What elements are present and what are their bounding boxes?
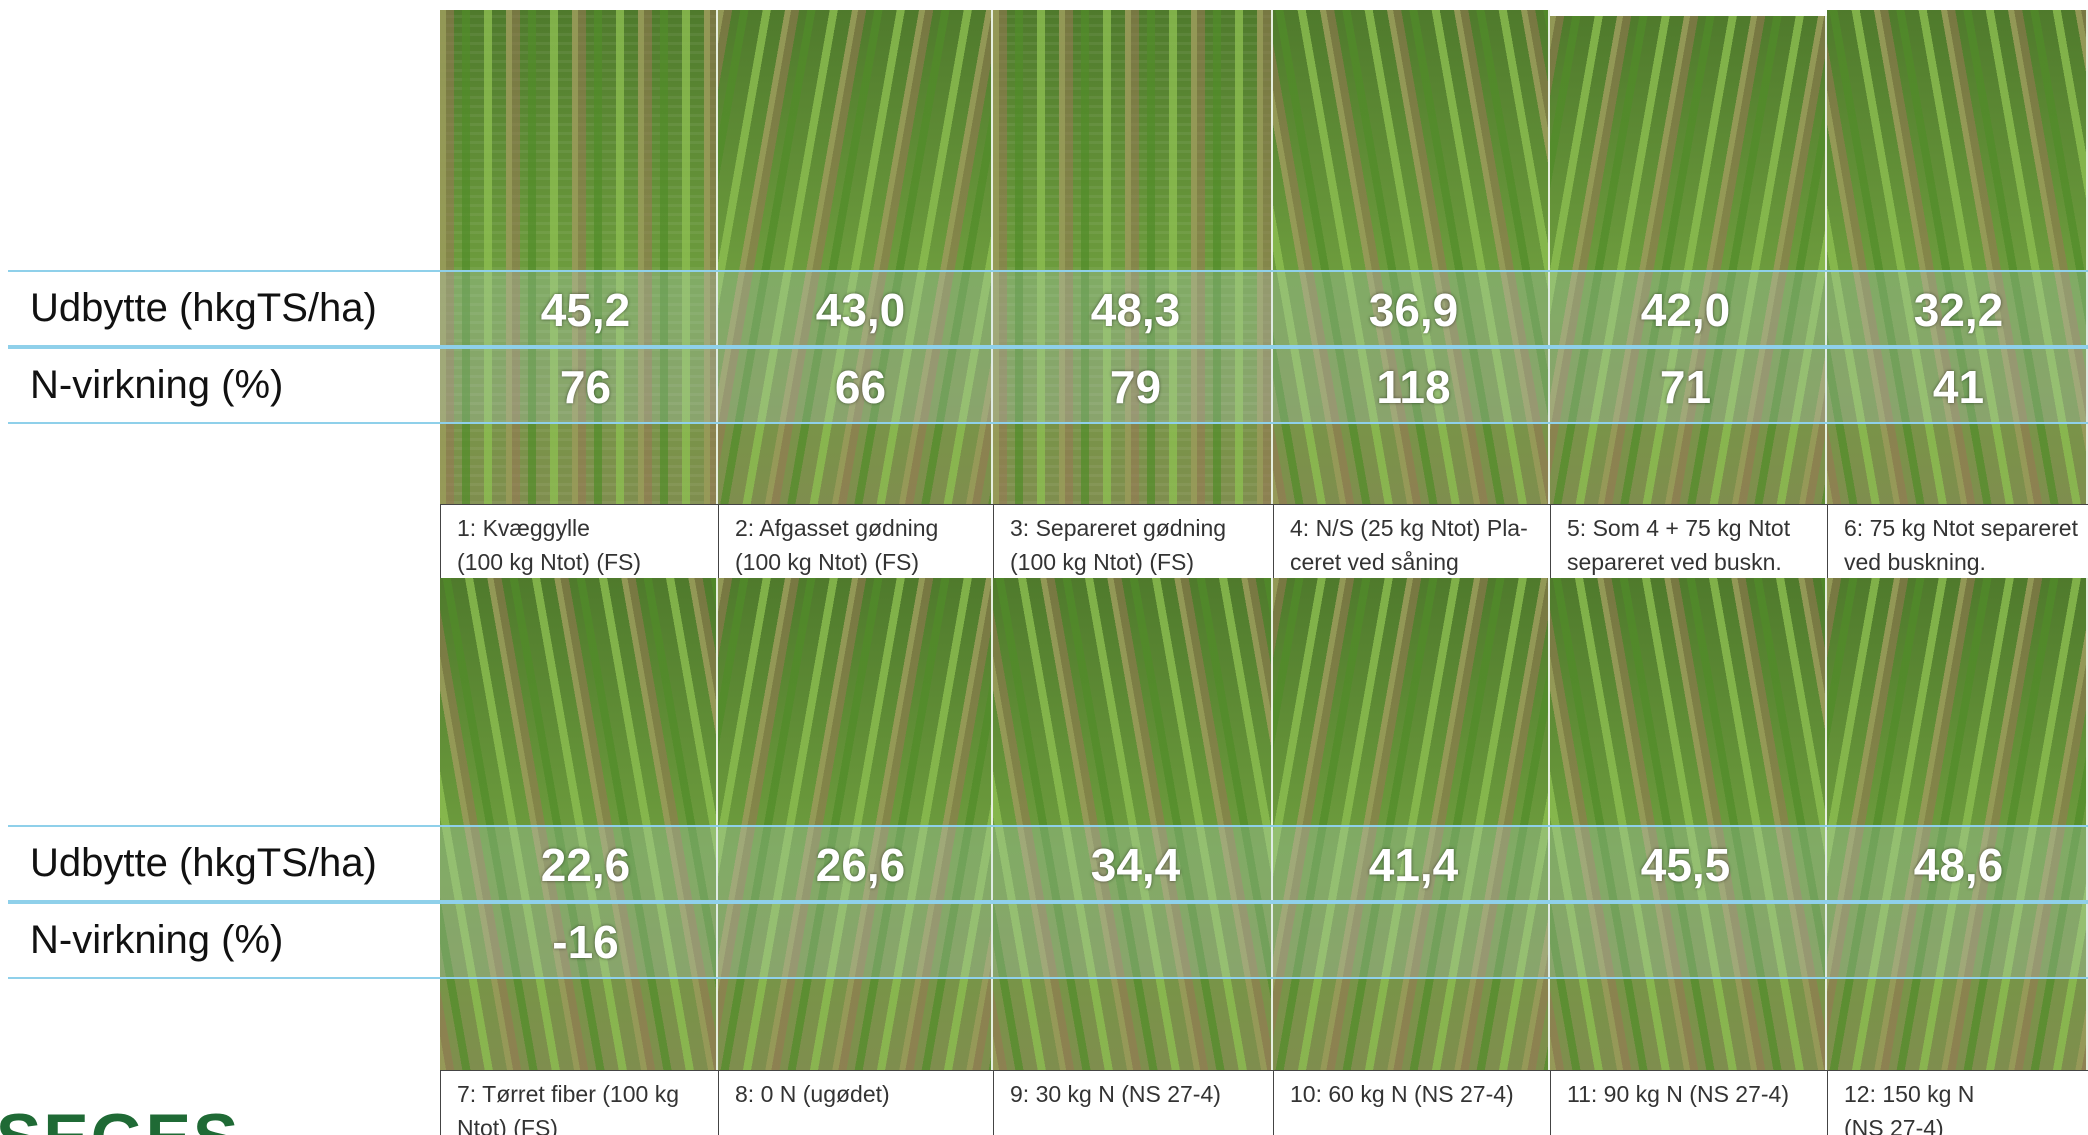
caption-line: 1: Kvæggylle xyxy=(457,515,590,541)
yield-band-bottom xyxy=(440,825,2088,902)
nvirk-value: 118 xyxy=(1376,361,1451,413)
yield-band-top xyxy=(440,270,2088,347)
yield-value: 34,4 xyxy=(1090,839,1181,891)
caption-line: (100 kg Ntot) (FS) xyxy=(735,549,920,575)
caption-line: 6: 75 kg Ntot separeret xyxy=(1844,515,2078,541)
nvirk-band-bottom xyxy=(440,902,2088,979)
caption-4: 4: N/S (25 kg Ntot) Pla- ceret ved sånin… xyxy=(1273,504,1550,578)
caption-line: 3: Separeret gødning xyxy=(1010,515,1227,541)
logo-text: SEGES xyxy=(0,1098,240,1135)
seges-logo: SEGES xyxy=(0,1098,270,1135)
caption-6: 6: 75 kg Ntot separeret ved buskning. xyxy=(1827,504,2088,578)
caption-7: 7: Tørret fiber (100 kg Ntot) (FS) xyxy=(440,1070,718,1135)
caption-line: 5: Som 4 + 75 kg Ntot xyxy=(1567,515,1791,541)
caption-5: 5: Som 4 + 75 kg Ntot separeret ved busk… xyxy=(1550,504,1827,578)
yield-value: 26,6 xyxy=(815,839,906,891)
caption-11: 11: 90 kg N (NS 27-4) xyxy=(1550,1070,1827,1135)
field-photo-12 xyxy=(1827,578,2088,1070)
field-photo-8 xyxy=(718,578,993,1070)
caption-line: ved buskning. xyxy=(1844,549,1986,575)
field-photo-3 xyxy=(993,10,1273,504)
yield-value: 43,0 xyxy=(815,284,906,336)
field-photo-1 xyxy=(440,10,718,504)
field-photo-9 xyxy=(993,578,1273,1070)
caption-1: 1: Kvæggylle (100 kg Ntot) (FS) xyxy=(440,504,718,578)
caption-8: 8: 0 N (ugødet) xyxy=(718,1070,993,1135)
field-photo-2 xyxy=(718,10,993,504)
field-photo-5 xyxy=(1550,16,1827,504)
row-label-yield-bottom: Udbytte (hkgTS/ha) xyxy=(8,825,440,902)
yield-value: 32,2 xyxy=(1913,284,2004,336)
row-label-yield-top: Udbytte (hkgTS/ha) xyxy=(8,270,440,347)
field-photo-11 xyxy=(1550,578,1827,1070)
caption-12: 12: 150 kg N (NS 27-4) xyxy=(1827,1070,2088,1135)
caption-line: 11: 90 kg N (NS 27-4) xyxy=(1567,1081,1790,1107)
nvirk-value: 79 xyxy=(1109,361,1162,413)
caption-line: 2: Afgasset gødning xyxy=(735,515,939,541)
yield-value: 48,3 xyxy=(1090,284,1181,336)
caption-line: Ntot) (FS) xyxy=(457,1115,558,1135)
nvirk-value: -16 xyxy=(552,916,619,968)
field-photo-6 xyxy=(1827,10,2088,504)
caption-line: 9: 30 kg N (NS 27-4) xyxy=(1010,1081,1221,1107)
yield-value: 42,0 xyxy=(1640,284,1731,336)
yield-value: 48,6 xyxy=(1913,839,2004,891)
caption-line: separeret ved buskn. xyxy=(1567,549,1782,575)
field-photo-10 xyxy=(1273,578,1550,1070)
yield-value: 45,5 xyxy=(1640,839,1731,891)
nvirk-value: 71 xyxy=(1659,361,1712,413)
caption-line: (NS 27-4) xyxy=(1844,1115,1944,1135)
field-photo-7 xyxy=(440,578,718,1070)
caption-line: (100 kg Ntot) (FS) xyxy=(457,549,642,575)
yield-value: 22,6 xyxy=(540,839,631,891)
caption-line: 7: Tørret fiber (100 kg xyxy=(457,1081,679,1107)
caption-line: ceret ved såning xyxy=(1290,549,1459,575)
yield-value: 45,2 xyxy=(540,284,631,336)
caption-10: 10: 60 kg N (NS 27-4) xyxy=(1273,1070,1550,1135)
caption-line: 10: 60 kg N (NS 27-4) xyxy=(1290,1081,1514,1107)
caption-9: 9: 30 kg N (NS 27-4) xyxy=(993,1070,1273,1135)
nvirk-value: 66 xyxy=(834,361,887,413)
yield-value: 41,4 xyxy=(1368,839,1459,891)
caption-line: 12: 150 kg N xyxy=(1844,1081,1975,1107)
nvirk-value: 41 xyxy=(1932,361,1985,413)
caption-3: 3: Separeret gødning (100 kg Ntot) (FS) xyxy=(993,504,1273,578)
caption-2: 2: Afgasset gødning (100 kg Ntot) (FS) xyxy=(718,504,993,578)
caption-line: 4: N/S (25 kg Ntot) Pla- xyxy=(1290,515,1528,541)
caption-line: 8: 0 N (ugødet) xyxy=(735,1081,890,1107)
yield-value: 36,9 xyxy=(1368,284,1459,336)
nvirk-value: 76 xyxy=(559,361,612,413)
caption-line: (100 kg Ntot) (FS) xyxy=(1010,549,1195,575)
nvirk-band-top xyxy=(440,347,2088,424)
row-label-nvirk-top: N-virkning (%) xyxy=(8,347,440,424)
field-photo-4 xyxy=(1273,10,1550,504)
row-label-nvirk-bottom: N-virkning (%) xyxy=(8,902,440,979)
